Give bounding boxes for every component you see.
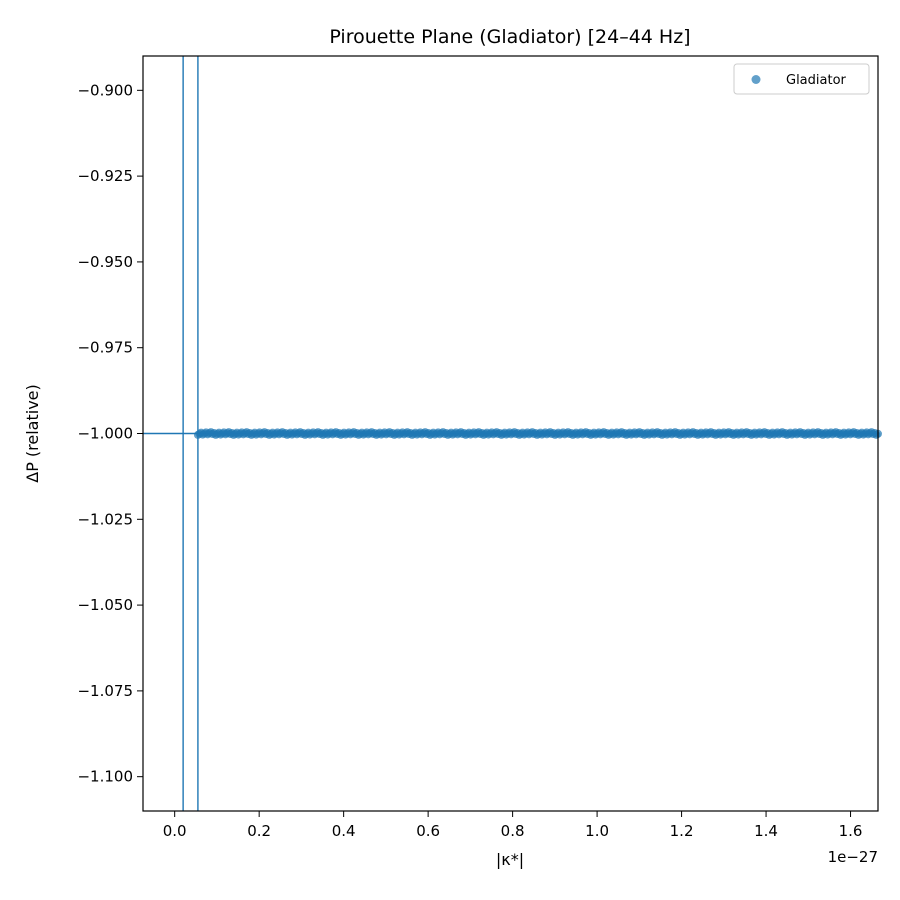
x-tick-label: 1.0 bbox=[585, 822, 609, 840]
legend-box bbox=[733, 63, 870, 95]
x-tick-label: 0.6 bbox=[416, 822, 440, 840]
x-tick-label: 1.6 bbox=[839, 822, 863, 840]
y-tick-label: −0.950 bbox=[77, 253, 133, 271]
x-tick-label: 0.8 bbox=[501, 822, 525, 840]
x-axis: 0.0 0.2 0.4 0.6 0.8 1.0 1.2 1.4 1.6 bbox=[163, 811, 863, 840]
plot-area bbox=[143, 56, 882, 811]
x-tick-label: 1.4 bbox=[754, 822, 778, 840]
y-tick-label: −1.050 bbox=[77, 596, 133, 614]
y-axis-label: ΔP (relative) bbox=[23, 384, 42, 483]
y-tick-label: −1.000 bbox=[77, 425, 133, 443]
legend: Gladiator bbox=[733, 63, 870, 95]
x-tick-label: 0.0 bbox=[163, 822, 187, 840]
y-tick-label: −0.975 bbox=[77, 339, 133, 357]
x-tick-label: 0.2 bbox=[247, 822, 271, 840]
y-axis: −0.900 −0.925 −0.950 −0.975 −1.000 −1.025 −1.0… bbox=[77, 81, 143, 786]
y-tick-label: −1.075 bbox=[77, 682, 133, 700]
y-tick-label: −1.025 bbox=[77, 510, 133, 528]
x-tick-label: 1.2 bbox=[670, 822, 694, 840]
y-tick-label: −0.925 bbox=[77, 167, 133, 185]
legend-label: Gladiator bbox=[786, 73, 847, 88]
y-tick-label: −1.100 bbox=[77, 768, 133, 786]
chart-title: Pirouette Plane (Gladiator) [24–44 Hz] bbox=[329, 26, 690, 48]
legend-marker bbox=[751, 75, 761, 84]
x-offset-text: 1e−27 bbox=[828, 848, 878, 866]
y-tick-label: −0.900 bbox=[77, 81, 133, 99]
x-axis-label: |κ*| bbox=[496, 850, 524, 869]
x-tick-label: 0.4 bbox=[332, 822, 356, 840]
